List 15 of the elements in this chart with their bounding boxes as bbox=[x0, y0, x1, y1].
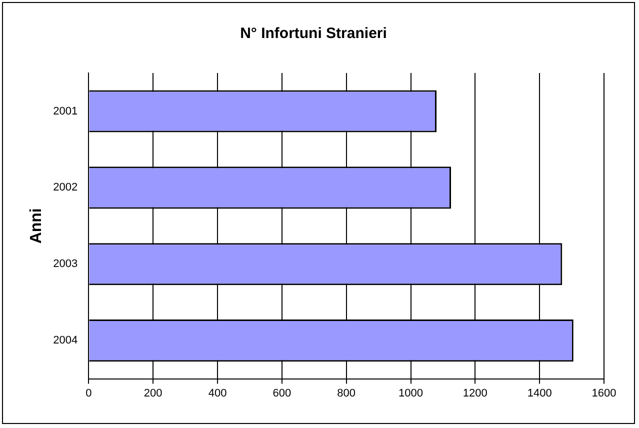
y-tick-label: 2002 bbox=[53, 182, 78, 194]
x-tick-label: 1400 bbox=[527, 387, 552, 400]
y-axis-title: Anni bbox=[28, 208, 46, 244]
y-tick-label: 2003 bbox=[53, 258, 78, 270]
x-tick-label: 0 bbox=[86, 387, 92, 400]
x-tick-label: 600 bbox=[272, 387, 292, 400]
x-tick-label: 1200 bbox=[462, 387, 488, 400]
chart-title: N° Infortuni Stranieri bbox=[240, 25, 387, 42]
x-tick-label: 400 bbox=[208, 387, 227, 400]
y-tick-label: 2004 bbox=[53, 334, 78, 347]
x-tick-label: 200 bbox=[144, 387, 162, 400]
x-tick-label: 1600 bbox=[592, 387, 616, 400]
y-tick-label: 2001 bbox=[53, 105, 78, 118]
x-tick-label: 800 bbox=[337, 387, 356, 400]
x-tick-label: 1000 bbox=[398, 387, 423, 400]
